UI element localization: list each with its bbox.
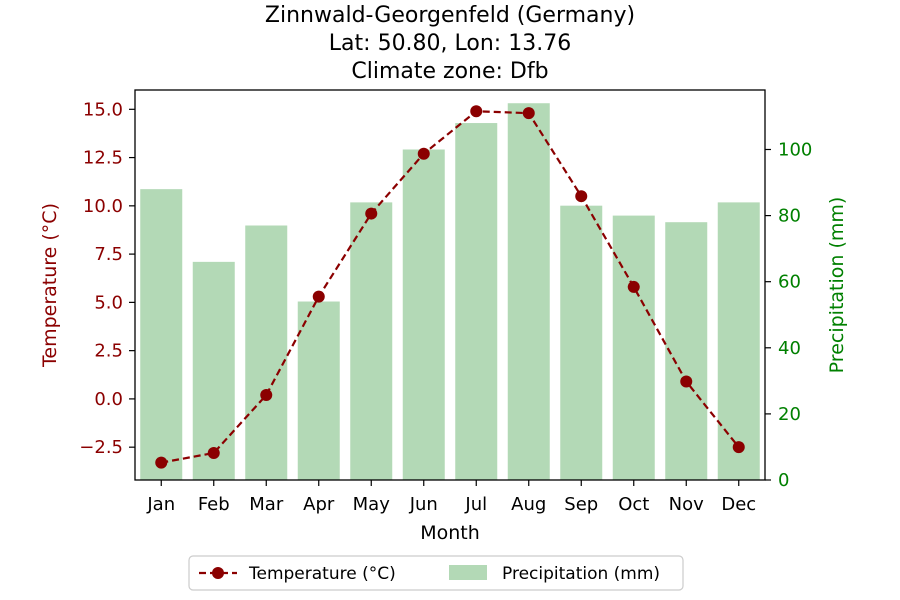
chart-title-line: Lat: 50.80, Lon: 13.76 [329,31,571,56]
precipitation-tick-label: 100 [778,139,812,160]
legend-temperature-label: Temperature (°C) [248,564,396,584]
month-tick-label: Mar [249,494,284,515]
temperature-tick-label: 5.0 [94,292,123,313]
precipitation-bar [192,261,235,480]
precipitation-tick-label: 80 [778,206,801,227]
precipitation-bar [402,149,445,481]
temperature-axis-label: Temperature (°C) [39,203,61,368]
temperature-point [680,375,693,388]
month-tick-label: Nov [669,494,704,515]
temperature-point [522,107,535,120]
month-tick-label: Dec [721,494,756,515]
month-tick-label: Oct [618,494,649,515]
temperature-tick-label: 15.0 [83,99,123,120]
month-tick-label: Sep [564,494,598,515]
precipitation-tick-label: 60 [778,272,801,293]
precipitation-tick-label: 40 [778,338,801,359]
temperature-point [575,190,588,203]
month-tick-label: Jul [464,494,487,515]
month-tick-label: Jan [146,494,175,515]
legend-box [188,555,684,591]
month-tick-label: May [353,494,391,515]
precipitation-bar [455,123,498,481]
temperature-tick-label: 0.0 [94,389,123,410]
precipitation-bar [560,205,603,480]
precipitation-tick-label: 20 [778,404,801,425]
temperature-point [627,280,640,293]
precipitation-bar [140,189,183,481]
temperature-axis: −2.5 0.0 2.5 5.0 7.5 10.0 12.5 15.0 [79,99,135,458]
temperature-line [161,110,740,464]
precipitation-bar [717,202,760,481]
month-tick-label: Apr [303,494,335,515]
temperature-tick-label: 12.5 [83,148,123,169]
temperature-point [470,105,483,118]
temperature-point [260,389,273,402]
temperature-tick-label: 10.0 [83,196,123,217]
temperature-point [732,441,745,454]
legend-precipitation-swatch [449,565,487,580]
chart-title-line: Climate zone: Dfb [351,59,548,84]
x-axis-label: Month [420,522,480,544]
precipitation-bar [665,222,708,481]
legend-precipitation-label: Precipitation (mm) [502,564,660,584]
precipitation-tick-label: 0 [778,470,789,491]
temperature-point [155,456,168,469]
precipitation-axis-label: Precipitation (mm) [826,197,848,374]
temperature-tick-label: −2.5 [79,437,123,458]
chart-title-line: Zinnwald-Georgenfeld (Germany) [265,3,635,28]
temperature-point [312,290,325,303]
temperature-point [365,207,378,220]
plot-frame [134,89,766,481]
precipitation-axis: 0 20 40 60 80 100 [765,139,812,491]
precipitation-bar [297,301,340,480]
month-tick-label: Jun [409,494,438,515]
month-tick-label: Feb [198,494,230,515]
temperature-point [417,147,430,160]
temperature-series [155,105,745,469]
legend-temperature-marker [212,567,224,579]
temperature-tick-label: 7.5 [94,244,123,265]
precipitation-bar [245,225,288,480]
temperature-point [207,446,220,459]
precipitation-bars [140,103,760,481]
precipitation-bar [612,215,655,481]
precipitation-bar [350,202,393,481]
month-tick-label: Aug [511,494,546,515]
temperature-tick-label: 2.5 [94,341,123,362]
legend: Temperature (°C) Precipitation (mm) [188,555,684,591]
chart-title: Zinnwald-Georgenfeld (Germany) Lat: 50.80… [265,3,635,84]
precipitation-bar [507,103,550,480]
month-axis: Jan Feb Mar Apr May Jun Jul Aug Sep Oct Nov Dec [146,480,756,515]
